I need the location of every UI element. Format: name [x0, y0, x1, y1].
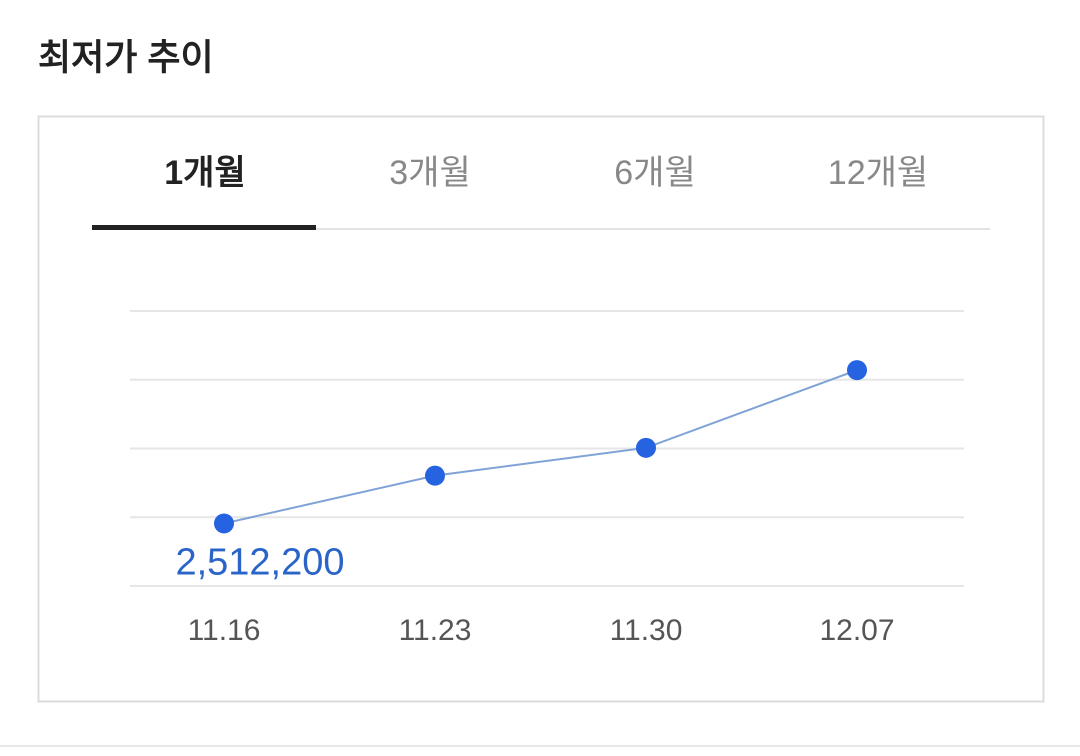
x-tick-label: 11.30	[610, 614, 683, 647]
chart-box	[37, 115, 1045, 703]
price-point	[425, 465, 445, 486]
price-point	[847, 360, 867, 381]
value-label: 2,512,200	[175, 541, 344, 583]
period-tab[interactable]: 6개월	[614, 154, 695, 192]
period-tab[interactable]: 1개월	[164, 154, 245, 192]
price-line	[223, 369, 858, 525]
x-tick-label: 11.16	[188, 614, 261, 647]
active-tab-indicator	[92, 225, 316, 230]
price-point	[214, 513, 234, 534]
x-tick-label: 11.23	[399, 614, 472, 647]
period-tab[interactable]: 3개월	[389, 154, 470, 192]
section-title: 최저가 추이	[38, 37, 214, 78]
x-tick-label: 12.07	[819, 614, 894, 647]
price-point	[636, 437, 656, 458]
period-tab[interactable]: 12개월	[828, 154, 928, 192]
